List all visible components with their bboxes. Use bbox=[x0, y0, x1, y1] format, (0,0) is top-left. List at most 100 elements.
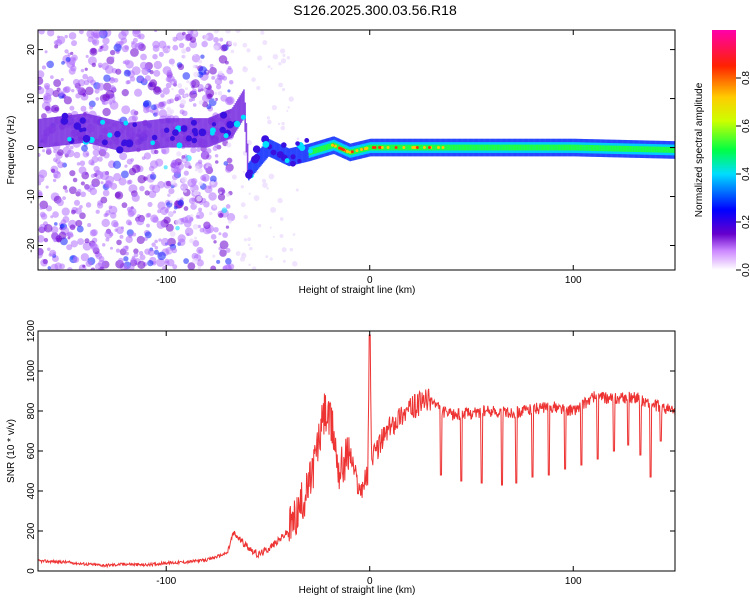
ridge-peak bbox=[632, 146, 634, 152]
ridge-hotspot bbox=[364, 146, 368, 150]
ridge-peak bbox=[628, 145, 631, 152]
ridge-peak bbox=[425, 144, 428, 151]
ridge-peak bbox=[539, 144, 542, 151]
ridge-band bbox=[178, 118, 181, 148]
noise-blob bbox=[205, 70, 209, 73]
ridge-peak bbox=[567, 144, 570, 151]
ridge-band bbox=[138, 121, 140, 151]
x-tick-label: -100 bbox=[156, 576, 176, 587]
ridge-band bbox=[262, 145, 265, 163]
noise-blob bbox=[282, 53, 286, 57]
noise-blob bbox=[137, 260, 146, 269]
ridge-hotspot bbox=[436, 146, 440, 150]
noise-blob bbox=[113, 221, 119, 228]
ridge-band bbox=[168, 118, 171, 148]
ridge-peak bbox=[639, 146, 642, 153]
ridge-peak bbox=[418, 144, 421, 151]
noise-blob bbox=[157, 181, 165, 189]
ridge-peak bbox=[507, 144, 510, 151]
ridge-band bbox=[239, 95, 242, 125]
noise-blob bbox=[38, 70, 45, 79]
noise-blob bbox=[193, 236, 198, 240]
ridge-peak bbox=[631, 146, 633, 152]
noise-blob bbox=[72, 177, 78, 183]
noise-blob bbox=[109, 49, 116, 56]
noise-blob bbox=[143, 152, 152, 160]
ridge-peak bbox=[504, 144, 506, 151]
noise-blob bbox=[104, 230, 113, 239]
ridge-peak bbox=[407, 144, 410, 151]
noise-blob bbox=[125, 251, 129, 256]
noise-blob bbox=[141, 78, 147, 84]
ridge-peak bbox=[460, 144, 462, 151]
ridge-hotspot bbox=[355, 149, 359, 153]
noise-blob bbox=[183, 258, 190, 264]
ridge-band bbox=[149, 120, 151, 150]
noise-blob bbox=[199, 227, 205, 233]
noise-blob bbox=[280, 58, 287, 64]
ridge-band bbox=[128, 122, 130, 153]
ridge-peak bbox=[618, 145, 621, 152]
noise-blob bbox=[171, 174, 178, 181]
noise-blob bbox=[168, 188, 175, 195]
ridge-peak bbox=[528, 144, 531, 151]
noise-blob bbox=[176, 151, 182, 157]
ridge-peak bbox=[613, 145, 616, 152]
track-blob bbox=[67, 136, 72, 142]
ridge-peak bbox=[469, 144, 472, 151]
ridge-peak bbox=[456, 144, 459, 151]
ridge-band bbox=[305, 144, 308, 163]
ridge-peak bbox=[555, 144, 557, 151]
ridge-band bbox=[69, 115, 72, 145]
x-tick-label: 0 bbox=[367, 275, 373, 286]
noise-blob bbox=[62, 196, 66, 201]
noise-blob bbox=[193, 71, 200, 78]
ridge-band bbox=[127, 122, 129, 153]
noise-blob bbox=[116, 239, 122, 246]
noise-blob bbox=[85, 86, 94, 96]
noise-blob bbox=[133, 248, 139, 254]
noise-blob bbox=[271, 104, 278, 111]
ridge-peak bbox=[607, 145, 610, 152]
ridge-peak bbox=[524, 144, 527, 151]
colorbar-label: Normalized spectral amplitude bbox=[694, 82, 705, 217]
noise-blob bbox=[144, 64, 152, 72]
ridge-band bbox=[55, 116, 57, 147]
noise-blob bbox=[164, 208, 169, 213]
ridge-band bbox=[238, 97, 240, 127]
noise-blob bbox=[133, 252, 139, 258]
noise-blob bbox=[56, 237, 62, 243]
ridge-peak bbox=[316, 147, 318, 154]
noise-blob bbox=[121, 89, 129, 97]
noise-blob bbox=[279, 217, 284, 221]
ridge-peak bbox=[601, 145, 604, 152]
noise-blob bbox=[108, 101, 113, 105]
ridge-peak bbox=[611, 145, 614, 152]
noise-blob bbox=[154, 30, 158, 33]
ridge-hotspot bbox=[345, 149, 349, 153]
noise-blob bbox=[59, 223, 65, 229]
ridge-band bbox=[59, 116, 62, 146]
ridge-peak bbox=[600, 145, 603, 152]
ridge-band bbox=[233, 105, 235, 135]
noise-blob bbox=[218, 232, 222, 236]
noise-blob bbox=[102, 189, 110, 197]
ridge-peak bbox=[605, 145, 607, 152]
noise-blob bbox=[161, 149, 167, 154]
ridge-peak bbox=[642, 146, 644, 153]
noise-blob bbox=[73, 199, 81, 206]
ridge-band bbox=[141, 121, 144, 151]
ridge-peak bbox=[671, 146, 673, 153]
ridge-peak bbox=[473, 144, 476, 151]
noise-blob bbox=[167, 75, 175, 83]
ridge-peak bbox=[561, 144, 564, 151]
track-blob bbox=[284, 158, 290, 164]
ridge-peak bbox=[462, 144, 465, 151]
noise-blob bbox=[268, 173, 275, 180]
noise-blob bbox=[251, 77, 256, 82]
noise-blob bbox=[44, 105, 51, 112]
noise-blob bbox=[46, 147, 52, 153]
track-blob bbox=[297, 158, 302, 164]
track-blob bbox=[191, 137, 198, 144]
noise-blob bbox=[184, 161, 191, 169]
